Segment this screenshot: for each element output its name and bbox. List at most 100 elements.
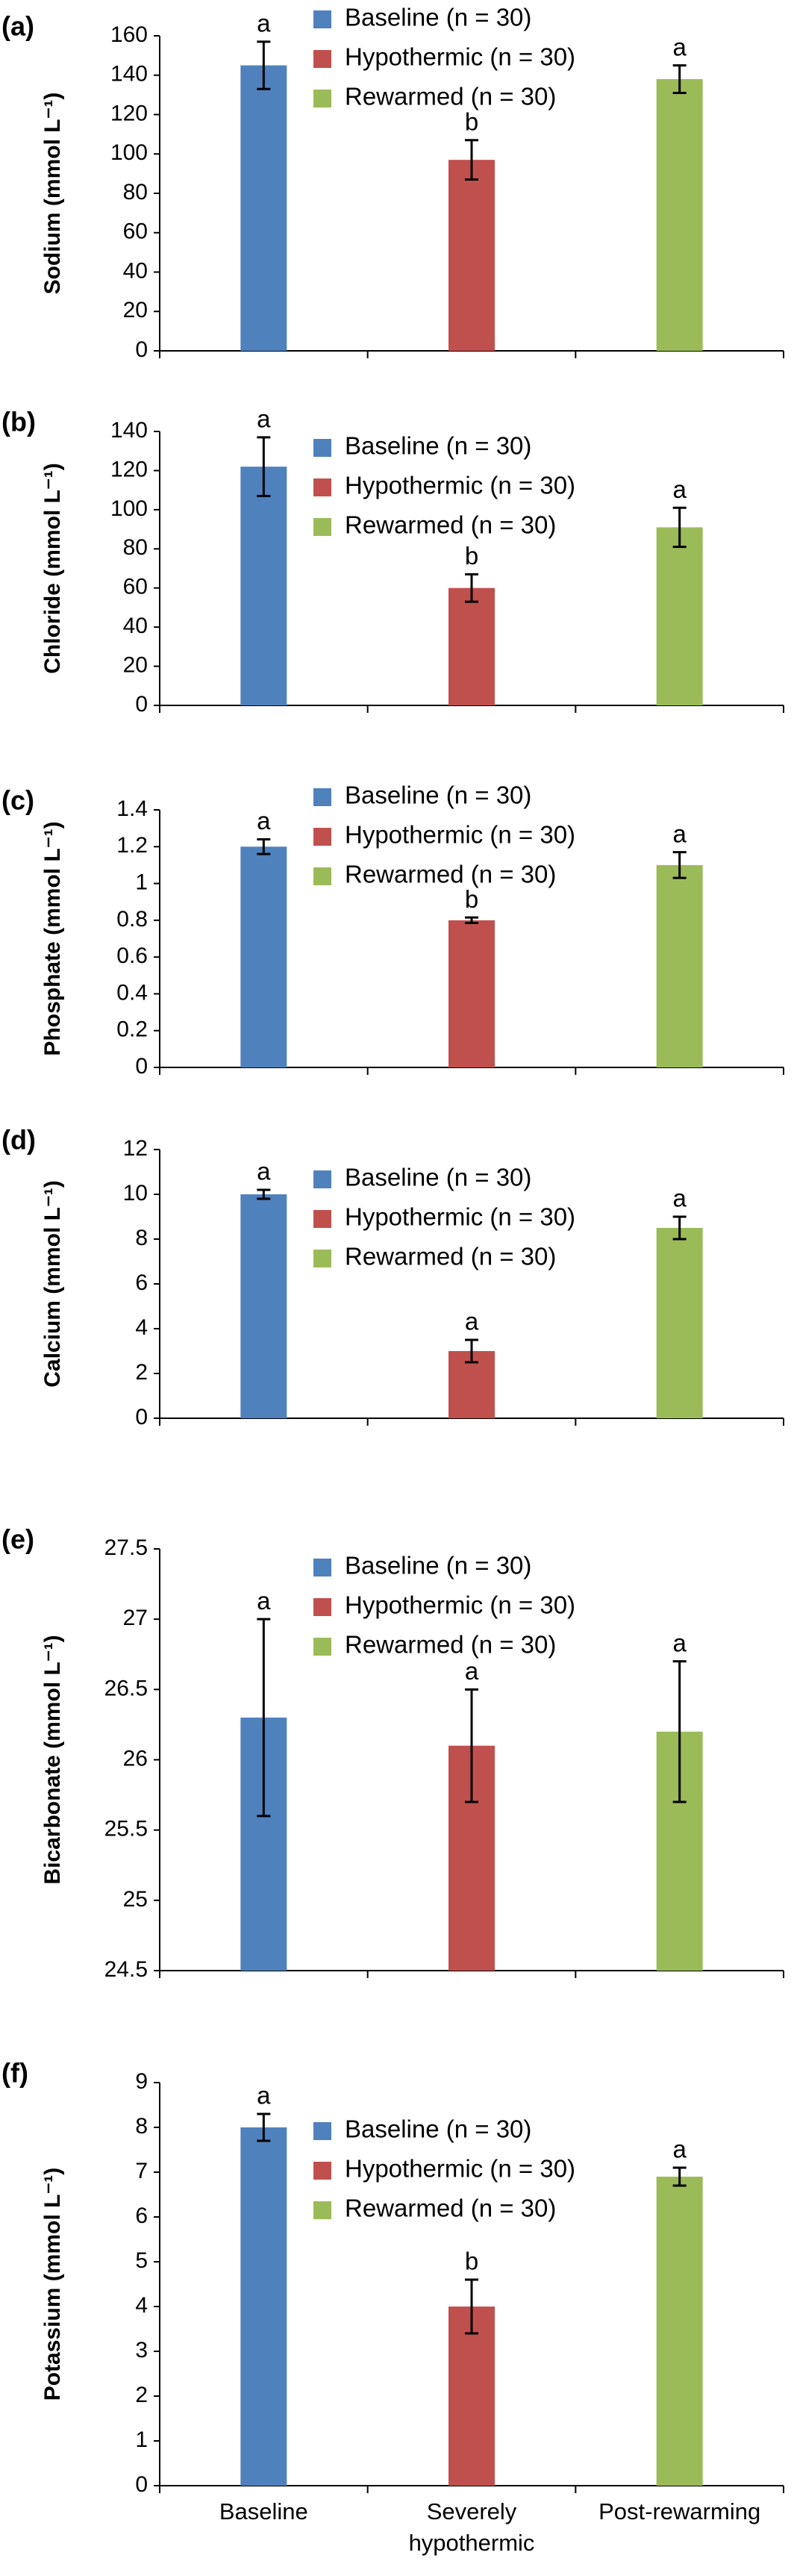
y-axis-label: Bicarbonate (mmol L⁻¹) bbox=[40, 1635, 65, 1884]
significance-letter: a bbox=[257, 2082, 271, 2109]
error-bar bbox=[672, 64, 687, 94]
y-tick-label: 0 bbox=[135, 2472, 148, 2497]
error-bar bbox=[672, 1215, 687, 1241]
y-tick-label: 26 bbox=[123, 1746, 148, 1771]
legend-label: Rewarmed (n = 30) bbox=[345, 861, 556, 888]
legend-label: Baseline (n = 30) bbox=[345, 4, 531, 31]
y-tick-label: 6 bbox=[135, 1270, 148, 1295]
legend-swatch bbox=[313, 867, 331, 885]
error-bar bbox=[257, 1188, 271, 1200]
bar bbox=[240, 1194, 287, 1418]
legend-label: Hypothermic (n = 30) bbox=[345, 43, 575, 71]
y-tick-label: 0.2 bbox=[116, 1017, 148, 1042]
bar bbox=[448, 160, 495, 351]
x-tick-label: Baseline bbox=[219, 2498, 308, 2524]
significance-letter: b bbox=[465, 108, 478, 136]
panel-label: (f) bbox=[1, 2058, 28, 2089]
y-tick-label: 40 bbox=[123, 614, 148, 638]
y-tick-label: 140 bbox=[110, 418, 148, 443]
y-tick-label: 7 bbox=[135, 2159, 148, 2183]
legend-swatch bbox=[313, 1210, 331, 1228]
y-tick-label: 25.5 bbox=[104, 1817, 148, 1841]
y-tick-label: 1.4 bbox=[116, 796, 148, 821]
y-tick-label: 120 bbox=[110, 457, 148, 481]
significance-letter: a bbox=[257, 1158, 271, 1185]
y-tick-label: 20 bbox=[123, 652, 148, 677]
y-axis-label: Calcium (mmol L⁻¹) bbox=[40, 1180, 65, 1388]
y-tick-label: 8 bbox=[135, 2114, 148, 2139]
significance-letter: a bbox=[465, 1657, 479, 1685]
y-tick-label: 100 bbox=[110, 496, 148, 521]
y-tick-label: 9 bbox=[135, 2069, 148, 2094]
panel-label: (c) bbox=[1, 785, 34, 816]
legend-label: Baseline (n = 30) bbox=[345, 432, 531, 460]
legend-swatch bbox=[313, 2122, 331, 2140]
bar bbox=[240, 846, 287, 1067]
legend-label: Hypothermic (n = 30) bbox=[345, 1591, 575, 1619]
y-axis-label: Phosphate (mmol L⁻¹) bbox=[40, 821, 65, 1055]
panel-label: (d) bbox=[1, 1125, 36, 1156]
bar bbox=[240, 2127, 287, 2486]
y-tick-label: 0.8 bbox=[116, 907, 148, 932]
legend-label: Baseline (n = 30) bbox=[345, 2115, 531, 2143]
legend-label: Hypothermic (n = 30) bbox=[345, 1203, 575, 1231]
y-tick-label: 1 bbox=[135, 870, 148, 894]
y-tick-label: 3 bbox=[135, 2338, 148, 2363]
bar bbox=[656, 527, 703, 705]
error-bar bbox=[672, 1660, 687, 1803]
error-bar bbox=[465, 2278, 478, 2335]
legend-label: Hypothermic (n = 30) bbox=[345, 821, 575, 849]
y-tick-label: 80 bbox=[123, 535, 148, 560]
legend-label: Rewarmed (n = 30) bbox=[345, 511, 556, 539]
panel-label: (b) bbox=[1, 407, 36, 437]
error-bar bbox=[672, 506, 687, 549]
bar bbox=[656, 79, 703, 352]
y-tick-label: 0 bbox=[135, 1405, 148, 1429]
significance-letter: a bbox=[672, 820, 687, 847]
y-tick-label: 24.5 bbox=[104, 1957, 148, 1982]
y-tick-label: 40 bbox=[123, 258, 148, 283]
y-tick-label: 160 bbox=[110, 22, 148, 47]
panel-label: (e) bbox=[1, 1524, 34, 1555]
y-tick-label: 60 bbox=[123, 575, 148, 599]
significance-letter: a bbox=[257, 807, 271, 835]
bar bbox=[448, 920, 495, 1067]
legend-label: Hypothermic (n = 30) bbox=[345, 472, 575, 499]
y-tick-label: 100 bbox=[110, 140, 148, 165]
bar bbox=[656, 864, 703, 1067]
significance-letter: a bbox=[465, 1308, 479, 1335]
significance-letter: a bbox=[257, 10, 271, 37]
y-tick-label: 5 bbox=[135, 2248, 148, 2273]
legend-label: Baseline (n = 30) bbox=[345, 1164, 531, 1191]
legend-swatch bbox=[313, 50, 331, 68]
bar bbox=[656, 1228, 703, 1418]
error-bar bbox=[465, 573, 478, 603]
error-bar bbox=[257, 40, 271, 90]
panel-label: (a) bbox=[1, 11, 34, 42]
y-tick-label: 80 bbox=[123, 180, 148, 205]
significance-letter: a bbox=[257, 405, 271, 433]
y-tick-label: 120 bbox=[110, 101, 148, 125]
y-tick-label: 8 bbox=[135, 1226, 148, 1250]
bar bbox=[240, 467, 287, 705]
error-bar bbox=[465, 1338, 478, 1364]
legend-swatch bbox=[313, 788, 331, 806]
legend-swatch bbox=[313, 2201, 331, 2219]
legend-swatch bbox=[313, 1598, 331, 1616]
error-bar bbox=[672, 851, 687, 879]
y-tick-label: 0 bbox=[135, 1054, 148, 1079]
legend-label: Baseline (n = 30) bbox=[345, 1552, 531, 1579]
y-tick-label: 2 bbox=[135, 2383, 148, 2407]
y-tick-label: 1 bbox=[135, 2427, 148, 2452]
y-tick-label: 1.2 bbox=[116, 833, 148, 858]
significance-letter: a bbox=[672, 2136, 687, 2163]
bar bbox=[656, 2177, 703, 2486]
significance-letter: b bbox=[465, 885, 478, 913]
x-tick-label: Post-rewarming bbox=[598, 2498, 761, 2524]
error-bar bbox=[672, 2166, 687, 2187]
legend-label: Hypothermic (n = 30) bbox=[345, 2155, 575, 2183]
error-bar bbox=[257, 838, 271, 855]
significance-letter: a bbox=[672, 1629, 687, 1656]
